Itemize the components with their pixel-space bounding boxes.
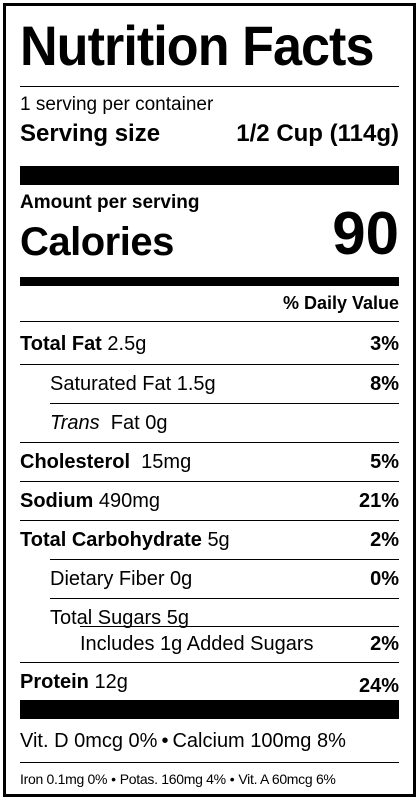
- nutrient-dv: 24%: [358, 675, 399, 697]
- thick-divider: [20, 700, 399, 719]
- divider: [20, 520, 399, 521]
- nutrient-dv: 8%: [370, 373, 399, 395]
- divider: [20, 364, 399, 365]
- separator: •: [111, 771, 116, 787]
- nutrient-dv: 3%: [370, 333, 399, 355]
- divider: [50, 559, 399, 560]
- nutrient-row-dietary-fiber: Dietary Fiber 0g 0%: [20, 561, 399, 597]
- servings-per-container: 1 serving per container: [20, 94, 214, 115]
- nutrient-amount: 0g: [170, 568, 193, 590]
- iron: Iron 0.1mg 0%: [20, 771, 108, 787]
- divider: [20, 481, 399, 482]
- divider: [80, 626, 399, 627]
- nutrient-row-total-fat: Total Fat 2.5g 3%: [20, 326, 399, 362]
- divider: [20, 442, 399, 443]
- nutrient-name-italic: Trans: [50, 412, 100, 434]
- nutrient-row-cholesterol: Cholesterol 15mg 5%: [20, 444, 399, 480]
- divider: [50, 598, 399, 599]
- vitamins-row-1: Vit. D 0mcg 0% • Calcium 100mg 8%: [20, 724, 399, 758]
- separator: •: [229, 771, 235, 787]
- nutrient-name: Fat: [110, 412, 140, 434]
- amount-per-serving: Amount per serving: [20, 192, 200, 213]
- vitamin-d: Vit. D 0mcg 0%: [20, 730, 158, 752]
- nutrient-name: Sodium: [20, 490, 94, 512]
- nutrient-amount: 15mg: [141, 451, 192, 473]
- serving-size: Serving size 1/2 Cup (114g): [20, 118, 399, 150]
- daily-value-header: % Daily Value: [282, 293, 399, 313]
- divider: [20, 86, 399, 87]
- nutrient-dv: 0%: [370, 568, 399, 590]
- nutrient-amount: 2.5g: [107, 333, 147, 355]
- nutrient-amount: 1.5g: [176, 373, 216, 395]
- label-title: Nutrition Facts: [20, 14, 374, 77]
- nutrient-row-trans-fat: Trans Fat 0g: [20, 405, 399, 441]
- nutrient-amount: 5g: [207, 529, 230, 551]
- nutrition-facts-label: Nutrition Facts 1 serving per container …: [3, 3, 416, 797]
- nutrient-amount: 5g: [166, 607, 189, 629]
- serving-size-value: 1/2 Cup (114g): [236, 120, 399, 147]
- calories-value: 90: [332, 200, 399, 267]
- nutrient-dv: 2%: [370, 529, 399, 551]
- separator: •: [161, 730, 169, 752]
- nutrient-name: Protein: [20, 671, 89, 693]
- nutrient-dv: 5%: [370, 451, 399, 473]
- nutrient-name: Total Sugars: [50, 607, 162, 629]
- label-content: Nutrition Facts 1 serving per container …: [20, 6, 399, 794]
- nutrient-row-added-sugars: Includes 1g Added Sugars 2%: [20, 626, 399, 662]
- vitamin-a: Vit. A 60mcg 6%: [238, 771, 336, 787]
- nutrient-name: Includes 1g Added Sugars: [80, 633, 314, 655]
- nutrient-row-total-carbohydrate: Total Carbohydrate 5g 2%: [20, 522, 399, 558]
- nutrient-dv: 21%: [358, 490, 399, 512]
- nutrient-name: Total Fat: [20, 333, 102, 355]
- potassium: Potas. 160mg 4%: [119, 771, 226, 787]
- nutrient-row-saturated-fat: Saturated Fat 1.5g 8%: [20, 366, 399, 402]
- medium-divider: [20, 277, 399, 286]
- nutrient-row-sodium: Sodium 490mg 21%: [20, 483, 399, 519]
- divider: [50, 403, 399, 404]
- thick-divider: [20, 166, 399, 185]
- nutrient-row-total-sugars: Total Sugars 5g: [20, 600, 399, 636]
- nutrient-row-protein: Protein 12g 24%: [20, 664, 399, 700]
- calcium: Calcium 100mg 8%: [172, 730, 346, 752]
- nutrient-name: Cholesterol: [20, 451, 131, 473]
- nutrient-amount: 490mg: [98, 490, 161, 512]
- calories-label: Calories: [20, 220, 174, 264]
- nutrient-amount: 0g: [145, 412, 168, 434]
- divider: [20, 762, 399, 763]
- vitamins-row-2: Iron 0.1mg 0% • Potas. 160mg 4% • Vit. A 60m…: [20, 766, 399, 792]
- nutrient-amount: 12g: [94, 671, 128, 693]
- divider: [20, 321, 399, 322]
- serving-size-label: Serving size: [20, 120, 161, 147]
- nutrient-name: Saturated Fat: [50, 373, 172, 395]
- nutrient-name: Dietary Fiber: [50, 568, 165, 590]
- divider: [20, 662, 399, 663]
- nutrient-dv: 2%: [370, 633, 399, 655]
- nutrient-name: Total Carbohydrate: [20, 529, 202, 551]
